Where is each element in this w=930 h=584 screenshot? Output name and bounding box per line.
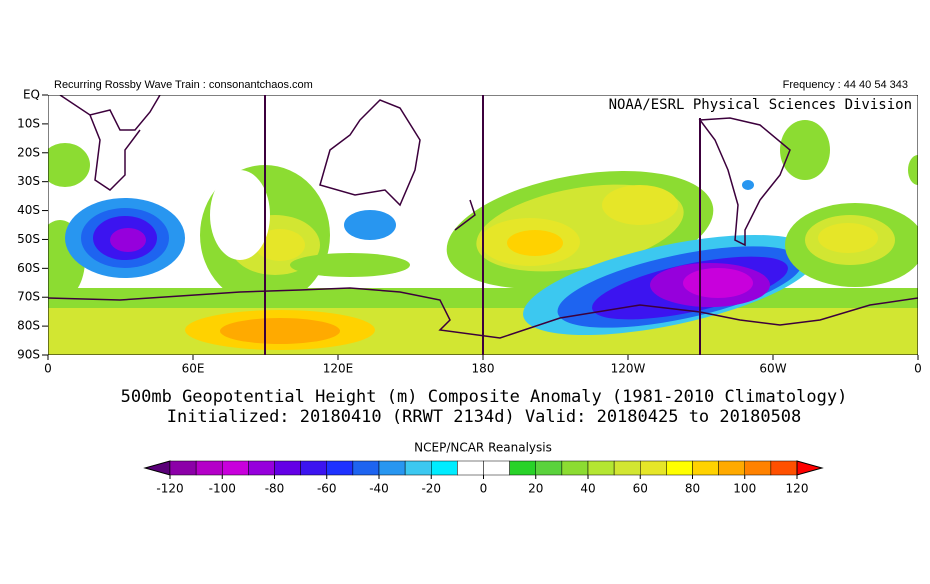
lon-label: 180 [472,362,495,376]
colorbar-box [352,460,380,476]
colorbar-box [587,460,615,476]
colorbar-tick-label: -40 [369,482,389,496]
colorbar-box [300,460,327,476]
title-line-2: Initialized: 20180410 (RRWT 2134d) Valid… [167,407,802,427]
colorbar-tick-label: 20 [528,482,543,496]
colorbar-tick-label: 80 [685,482,700,496]
map-credit: NOAA/ESRL Physical Sciences Division [609,97,912,113]
lat-label: 40S [17,203,40,217]
colorbar-box [378,460,406,476]
colorbar-box [535,460,563,476]
header-right: Frequency : 44 40 54 343 [783,79,908,91]
lat-label: 80S [17,319,40,333]
lat-label: 90S [17,348,40,362]
lon-label: 60W [759,362,786,376]
title-line-1: 500mb Geopotential Height (m) Composite … [121,387,848,407]
map [48,95,918,355]
colorbar-tick-label: 120 [786,482,809,496]
lon-label: 120E [323,362,354,376]
lat-label: 60S [17,261,40,275]
colorbar-box [274,460,301,476]
colorbar-tick-label: 100 [733,482,756,496]
lat-label: 30S [17,174,40,188]
colorbar-box [666,460,693,476]
colorbar-box [222,460,249,476]
colorbar-tick-label: -80 [265,482,285,496]
colorbar-tick-label: 0 [480,482,488,496]
colorbar-arrow-high [796,460,824,476]
colorbar-box [169,460,197,476]
colorbar-box [509,460,536,476]
colorbar-box [326,460,354,476]
header-left: Recurring Rossby Wave Train : consonantc… [54,79,313,91]
colorbar-box [248,460,275,476]
colorbar-label: NCEP/NCAR Reanalysis [414,441,552,455]
colorbar-tick-label: 40 [580,482,595,496]
colorbar-box [640,460,667,476]
lon-label: 120W [611,362,646,376]
colorbar-box [613,460,641,476]
colorbar-box [561,460,589,476]
colorbar-box [770,460,798,476]
colorbar-tick-label: -20 [421,482,441,496]
lon-label: 0 [914,362,922,376]
colorbar-tick-label: 60 [633,482,648,496]
lon-label: 0 [44,362,52,376]
colorbar-box [457,460,484,476]
lat-label: 20S [17,145,40,159]
lat-label: 10S [17,116,40,130]
colorbar-box [431,460,458,476]
colorbar-tick-label: -100 [209,482,236,496]
colorbar-tick-label: -120 [156,482,183,496]
colorbar-box [744,460,772,476]
colorbar-box [692,460,719,476]
colorbar-tick-label: -60 [317,482,337,496]
lon-label: 60E [182,362,205,376]
lat-label: 50S [17,232,40,246]
lat-label: EQ [23,88,40,102]
colorbar-box [483,460,510,476]
lat-label: 70S [17,290,40,304]
colorbar-box [195,460,223,476]
colorbar-box [718,460,745,476]
colorbar-arrow-low [143,460,171,476]
colorbar-box [404,460,432,476]
